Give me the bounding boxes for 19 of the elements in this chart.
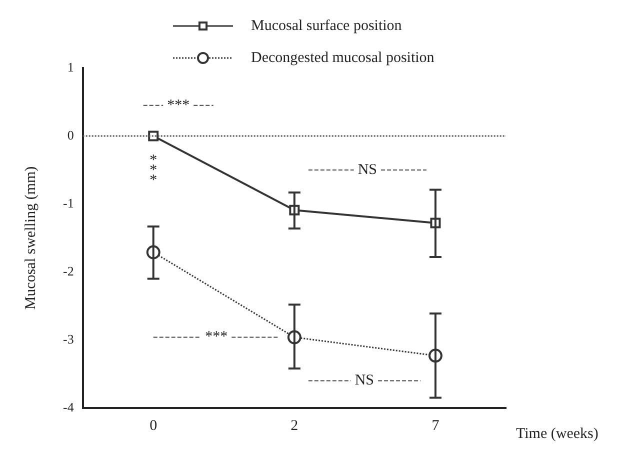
y-axis-title: Mucosal swelling (mm)	[22, 166, 39, 310]
legend-label: Mucosal surface position	[251, 18, 402, 34]
y-tick-label: 0	[67, 127, 74, 142]
y-tick-label: 1	[67, 59, 74, 74]
annotation: NS	[354, 372, 374, 389]
legend-label: Decongested mucosal position	[251, 50, 435, 66]
y-tick-label: -4	[62, 399, 74, 414]
annotation: ***	[167, 97, 190, 114]
y-tick-label: -2	[62, 263, 74, 278]
y-tick-label: -3	[62, 331, 74, 346]
annotation: ***	[205, 329, 228, 346]
annotation: ***	[150, 152, 158, 189]
x-tick-label: 2	[290, 418, 298, 434]
x-tick-label: 0	[150, 418, 158, 434]
point	[148, 130, 159, 142]
annotation: NS	[358, 162, 378, 178]
y-tick-label: -1	[62, 195, 74, 210]
x-axis-title: Time (weeks)	[516, 426, 598, 442]
x-tick-label: 7	[432, 418, 440, 434]
